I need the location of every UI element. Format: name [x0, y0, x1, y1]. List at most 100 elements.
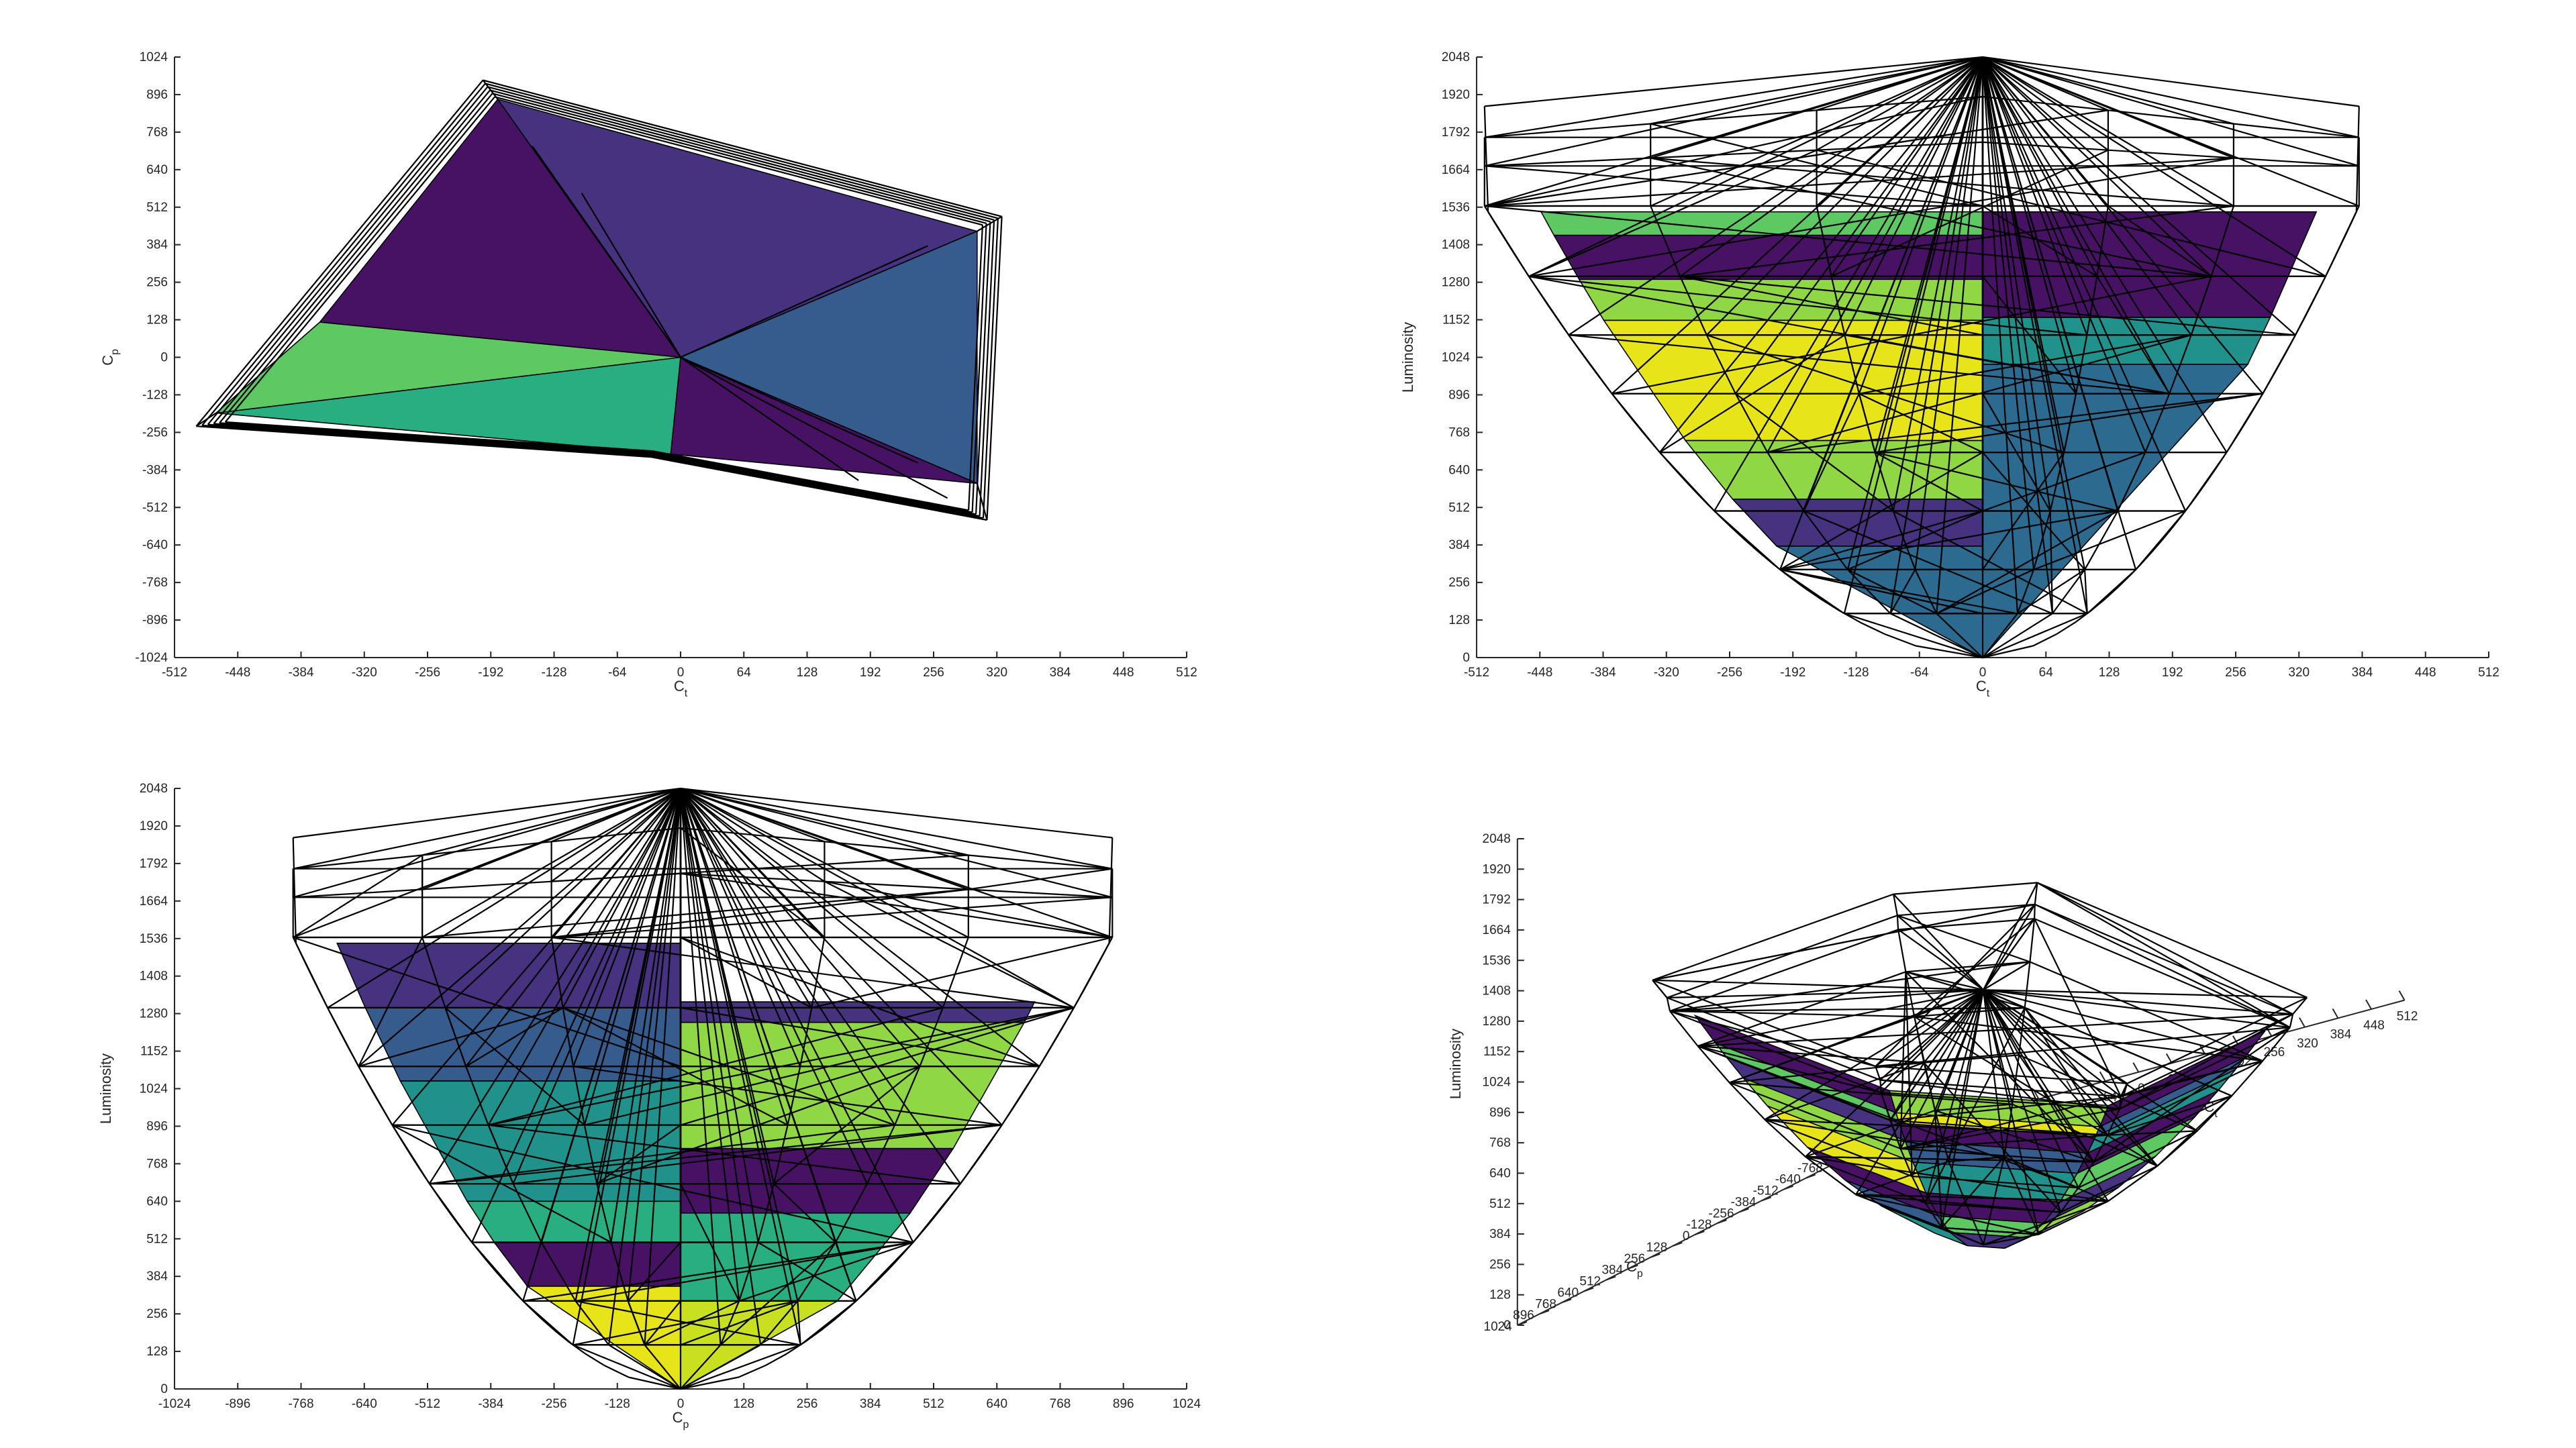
hull-edge [195, 79, 484, 427]
y-tick-label: 640 [146, 163, 168, 177]
x-tick-mark [2398, 990, 2406, 1001]
y-tick-label: 256 [1448, 576, 1470, 590]
mesh-vertical-edge [835, 1183, 868, 1243]
mesh-chord [1697, 1013, 2293, 1047]
mesh-apex-edge [1729, 989, 1984, 1084]
z-tick-label: 2048 [1483, 832, 1511, 846]
mesh-ring-edge [422, 880, 552, 890]
mesh-chord [465, 1006, 564, 1068]
x-tick-label: -128 [1843, 666, 1869, 680]
mesh-ring-edge [2126, 996, 2308, 1084]
y-tick-label: 640 [1557, 1286, 1579, 1300]
y-tick-label: 1024 [1442, 351, 1471, 365]
mesh-vertical-edge [2108, 1165, 2158, 1202]
mesh-vertical-edge [2029, 919, 2036, 962]
y-tick-label: 1408 [140, 970, 168, 984]
mesh-chord [562, 1006, 789, 1126]
mesh-chord [1528, 275, 2087, 336]
mesh-chord [680, 827, 826, 938]
mesh-vertical-edge [773, 1125, 789, 1184]
mesh-ring-edge [2108, 109, 2234, 125]
mesh-chord [1875, 393, 2263, 454]
mesh-apex-edge [293, 787, 681, 870]
mesh-chord [1484, 109, 2109, 207]
mesh-chord [596, 1066, 920, 1185]
z-tick-label: 1664 [1483, 923, 1512, 937]
mesh-apex-edge [327, 788, 681, 1009]
mesh-chord [1680, 275, 2296, 336]
hull-edge [207, 423, 652, 456]
mesh-chord [488, 1006, 1075, 1126]
mesh-vertical-edge [391, 1125, 430, 1184]
x-tick-label: -192 [478, 666, 503, 680]
x-tick-label: 256 [923, 666, 944, 680]
mesh-vertical-edge [2144, 393, 2171, 453]
mesh-vertical-edge [757, 1183, 775, 1243]
x-axis-label: Cp [673, 1409, 689, 1431]
x-tick-mark [2132, 1062, 2140, 1073]
mesh-vertical-edge [522, 1300, 574, 1346]
mesh-chord [1679, 275, 1983, 336]
x-tick-label: -640 [352, 1397, 377, 1411]
mesh-chord [627, 1241, 681, 1302]
mesh-vertical-edge [2117, 452, 2146, 511]
mesh-ring-edge [1667, 915, 1898, 998]
mesh-apex-edge [1981, 56, 2018, 614]
hull-edge [485, 83, 999, 219]
mesh-chord [1936, 510, 2118, 615]
mesh-apex-edge [1936, 56, 1984, 614]
hull-edge [1916, 645, 1983, 659]
mesh-apex-edge [1855, 989, 1984, 1195]
mesh-chord [1982, 452, 2065, 570]
mesh-vertical-edge [2049, 452, 2065, 511]
mesh-apex-edge [679, 788, 857, 1302]
y-tick-mark [1583, 1287, 1594, 1292]
mesh-apex-edge [1983, 989, 2290, 1029]
mesh-apex-edge [1983, 904, 2036, 990]
mesh-chord [1880, 1092, 1901, 1149]
mesh-apex-edge [1659, 56, 1983, 453]
x-axis-label: Ct [674, 678, 688, 699]
mesh-apex-edge [1650, 56, 1983, 125]
mesh-chord [1669, 1010, 1915, 1018]
mesh-bottom-edge [680, 1344, 722, 1390]
mesh-apex-edge [608, 788, 682, 1345]
mesh-apex-edge [1982, 56, 2192, 335]
mesh-chord [513, 1124, 1002, 1185]
z-tick-label: 1792 [1483, 893, 1511, 907]
mesh-chord [1889, 569, 1916, 614]
hull-edge [2161, 528, 2173, 541]
x-tick-label: 320 [2297, 1037, 2318, 1051]
y-tick-label: 384 [146, 1270, 168, 1284]
hull-edge [213, 423, 652, 454]
hull-edge [680, 787, 1113, 839]
mesh-chord [1942, 1227, 2039, 1235]
mesh-chord [523, 1241, 913, 1302]
mesh-chord [1875, 1027, 2290, 1068]
mesh-chord [1856, 1194, 2108, 1202]
mesh-apex-edge [1816, 56, 1983, 151]
mesh-chord [824, 880, 1075, 1009]
mesh-vertical-edge [919, 1007, 944, 1067]
x-tick-label: 512 [923, 1397, 944, 1411]
mesh-chord [487, 1125, 514, 1184]
mesh-vertical-edge [471, 1241, 524, 1302]
y-tick-label: 1664 [1442, 163, 1471, 177]
x-tick-label: -384 [1590, 666, 1616, 680]
mesh-apex-edge [1982, 56, 2109, 151]
y-tick-label: -384 [1731, 1195, 1756, 1209]
y-tick-label: -896 [142, 613, 168, 627]
mesh-apex-edge [1948, 989, 1985, 1162]
x-tick-label: 256 [2225, 666, 2246, 680]
y-tick-label: -256 [142, 425, 168, 439]
y-tick-label: 768 [146, 1157, 168, 1171]
mesh-apex-edge [1667, 989, 1984, 998]
y-tick-label: 1408 [1442, 238, 1470, 252]
x-tick-label: -256 [541, 1397, 566, 1411]
region-face [336, 942, 681, 1009]
x-tick-label: 256 [2264, 1045, 2285, 1059]
y-tick-label: 512 [1579, 1275, 1601, 1289]
y-tick-label: -640 [1775, 1173, 1801, 1187]
mesh-chord [1528, 149, 1818, 277]
x-tick-label: 448 [2415, 666, 2436, 680]
